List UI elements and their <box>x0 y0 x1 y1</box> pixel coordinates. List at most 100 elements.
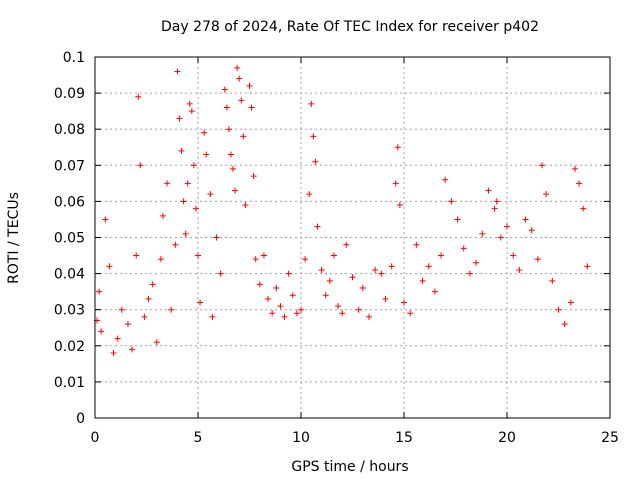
data-point <box>298 306 304 313</box>
data-point <box>388 263 395 270</box>
data-point <box>195 252 201 259</box>
data-point <box>571 165 578 172</box>
data-point <box>539 162 546 169</box>
data-point <box>186 100 193 107</box>
data-point <box>114 335 121 342</box>
data-point <box>528 227 535 234</box>
y-tick-label: 0.03 <box>54 303 85 319</box>
data-point <box>98 328 105 335</box>
data-point <box>240 133 247 140</box>
y-tick-label: 0 <box>76 411 85 427</box>
data-point <box>137 162 144 169</box>
data-point <box>407 310 414 317</box>
data-point <box>378 270 385 277</box>
data-point <box>442 176 449 183</box>
data-point <box>172 241 179 248</box>
data-point <box>164 180 171 187</box>
x-tick-label: 25 <box>601 430 619 446</box>
data-point <box>192 205 199 212</box>
data-point <box>252 256 259 263</box>
data-point <box>335 303 342 310</box>
data-point <box>534 256 541 263</box>
y-tick-label: 0.04 <box>54 267 85 283</box>
y-tick-label: 0.06 <box>54 194 85 210</box>
y-tick-label: 0.01 <box>54 375 85 391</box>
data-point <box>382 295 389 302</box>
x-tick-label: 10 <box>292 430 310 446</box>
data-point <box>260 252 267 259</box>
data-point <box>510 252 517 259</box>
data-point <box>221 86 228 93</box>
data-point <box>141 313 148 320</box>
data-point <box>124 321 131 328</box>
data-point <box>269 310 276 317</box>
data-point <box>413 241 420 248</box>
data-point <box>394 144 401 151</box>
data-point <box>129 346 136 353</box>
data-point <box>159 212 166 219</box>
data-point <box>372 266 379 273</box>
chart-title: Day 278 of 2024, Rate Of TEC Index for r… <box>161 19 539 35</box>
data-point <box>232 187 239 194</box>
data-point <box>543 191 550 198</box>
data-point <box>217 270 224 277</box>
x-tick-label: 5 <box>194 430 203 446</box>
data-point <box>225 126 232 133</box>
data-point <box>213 234 220 241</box>
data-points <box>94 64 591 357</box>
data-point <box>561 321 568 328</box>
data-point <box>227 151 234 158</box>
x-tick-label: 20 <box>498 430 516 446</box>
data-point <box>497 234 504 241</box>
data-point <box>466 270 473 277</box>
data-point <box>485 187 492 194</box>
data-point <box>504 223 510 230</box>
data-point <box>314 223 321 230</box>
data-point <box>555 306 562 313</box>
data-point <box>306 191 313 198</box>
data-point <box>188 108 195 115</box>
data-point <box>238 97 245 104</box>
data-point <box>242 202 249 209</box>
y-tick-label: 0.09 <box>54 86 85 102</box>
data-point <box>157 256 164 263</box>
data-point <box>182 230 189 237</box>
data-point <box>209 313 216 320</box>
y-tick-label: 0.05 <box>54 231 85 247</box>
data-point <box>448 198 455 205</box>
data-point <box>285 270 292 277</box>
data-point <box>302 256 309 263</box>
data-point <box>460 245 467 252</box>
data-point <box>230 165 237 172</box>
data-point <box>326 277 333 284</box>
data-point <box>493 198 500 205</box>
data-point <box>454 216 461 223</box>
data-point <box>236 75 243 82</box>
y-axis-ticks: 0 0.01 0.02 0.03 0.04 0.05 0.06 0.07 0.08 0.09 0.1 <box>54 50 610 427</box>
data-point <box>567 299 574 306</box>
data-point <box>265 295 272 302</box>
data-point <box>438 252 445 259</box>
data-point <box>223 104 230 111</box>
data-point <box>197 299 204 306</box>
data-point <box>145 295 152 302</box>
data-point <box>401 299 407 306</box>
data-point <box>149 281 156 288</box>
data-point <box>201 129 208 136</box>
data-point <box>431 288 438 295</box>
data-point <box>330 252 337 259</box>
data-point <box>343 241 350 248</box>
data-point <box>339 310 346 317</box>
data-point <box>473 259 480 266</box>
data-point <box>96 288 103 295</box>
y-tick-label: 0.02 <box>54 339 85 355</box>
y-axis-label: ROTI / TECUs <box>6 192 22 284</box>
data-point <box>392 180 399 187</box>
data-point <box>365 313 372 320</box>
data-point <box>184 180 191 187</box>
data-point <box>110 350 117 357</box>
data-point <box>584 263 591 270</box>
data-point <box>153 339 160 346</box>
data-point <box>178 147 185 154</box>
